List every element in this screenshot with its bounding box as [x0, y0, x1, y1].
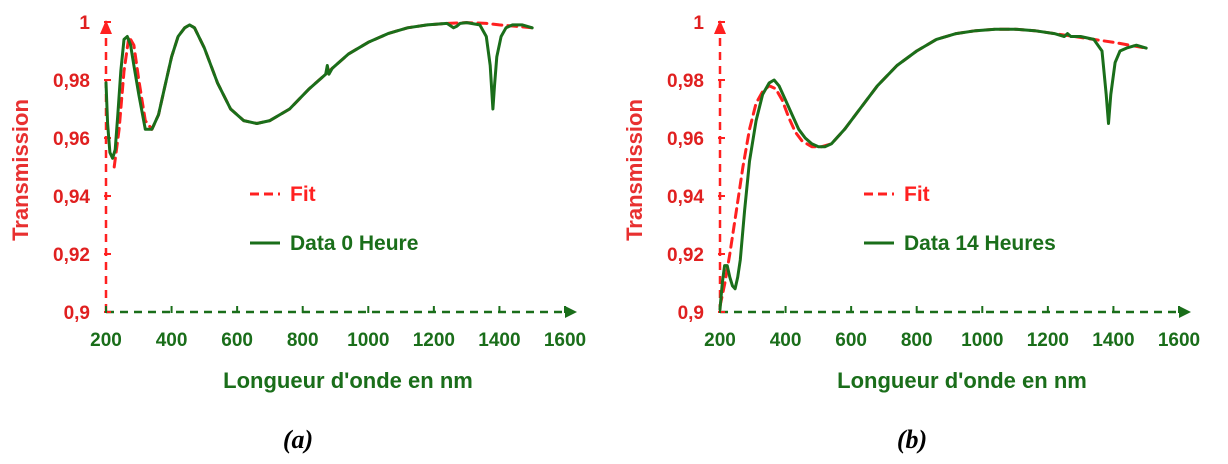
x-axis-arrow: [565, 306, 577, 318]
y-tick-label: 0,98: [53, 71, 90, 92]
legend-data-label: Data 0 Heure: [290, 232, 418, 255]
x-tick-label: 600: [835, 330, 867, 351]
legend-fit-label: Fit: [904, 183, 930, 206]
x-tick-label: 200: [704, 330, 736, 351]
y-tick-label: 0,9: [678, 303, 704, 324]
chart-panel-a: 0,9 0,92 0,94 0,96 0,98 1 200 400 600 800 1000 1200…: [8, 13, 586, 454]
x-tick-label: 800: [901, 330, 933, 351]
y-tick-label: 0,94: [667, 187, 704, 208]
x-tick-label: 400: [770, 330, 802, 351]
x-tick-label: 1000: [347, 330, 389, 351]
x-tick-label: 400: [156, 330, 188, 351]
x-tick-label: 1000: [961, 330, 1003, 351]
x-axis-title: Longueur d'onde en nm: [837, 368, 1087, 393]
x-tick-label: 800: [287, 330, 319, 351]
y-tick-label: 0,9: [64, 303, 90, 324]
y-axis-arrow: [714, 20, 726, 34]
x-axis-arrow: [1179, 306, 1191, 318]
series-data-line: [104, 21, 534, 160]
panel-label: (a): [283, 425, 313, 454]
series-data-line: [718, 27, 1148, 311]
y-axis-arrow: [100, 20, 112, 34]
y-tick-label: 0,98: [667, 71, 704, 92]
x-tick-label: 1400: [1092, 330, 1134, 351]
panel-label: (b): [897, 425, 927, 454]
legend-data-label: Data 14 Heures: [904, 232, 1056, 255]
x-tick-label: 1200: [413, 330, 455, 351]
x-tick-label: 1400: [478, 330, 520, 351]
x-tick-label: 1600: [544, 330, 586, 351]
series-fit-line: [718, 27, 1148, 308]
legend-fit-label: Fit: [290, 183, 316, 206]
y-tick-label: 0,96: [53, 129, 90, 150]
x-tick-label: 600: [221, 330, 253, 351]
y-tick-label: 0,92: [667, 245, 704, 266]
y-tick-label: 0,96: [667, 129, 704, 150]
x-tick-label: 1200: [1027, 330, 1069, 351]
x-tick-label: 1600: [1158, 330, 1200, 351]
y-tick-label: 1: [693, 13, 704, 34]
x-axis-title: Longueur d'onde en nm: [223, 368, 473, 393]
y-tick-label: 0,94: [53, 187, 90, 208]
x-tick-label: 200: [90, 330, 122, 351]
y-axis-title: Transmission: [8, 99, 33, 241]
y-tick-label: 1: [79, 13, 90, 34]
y-tick-label: 0,92: [53, 245, 90, 266]
chart-panel-b: 0,9 0,92 0,94 0,96 0,98 1 200 400 600 800 1000 1200…: [614, 0, 1228, 464]
y-axis-title: Transmission: [622, 99, 647, 241]
